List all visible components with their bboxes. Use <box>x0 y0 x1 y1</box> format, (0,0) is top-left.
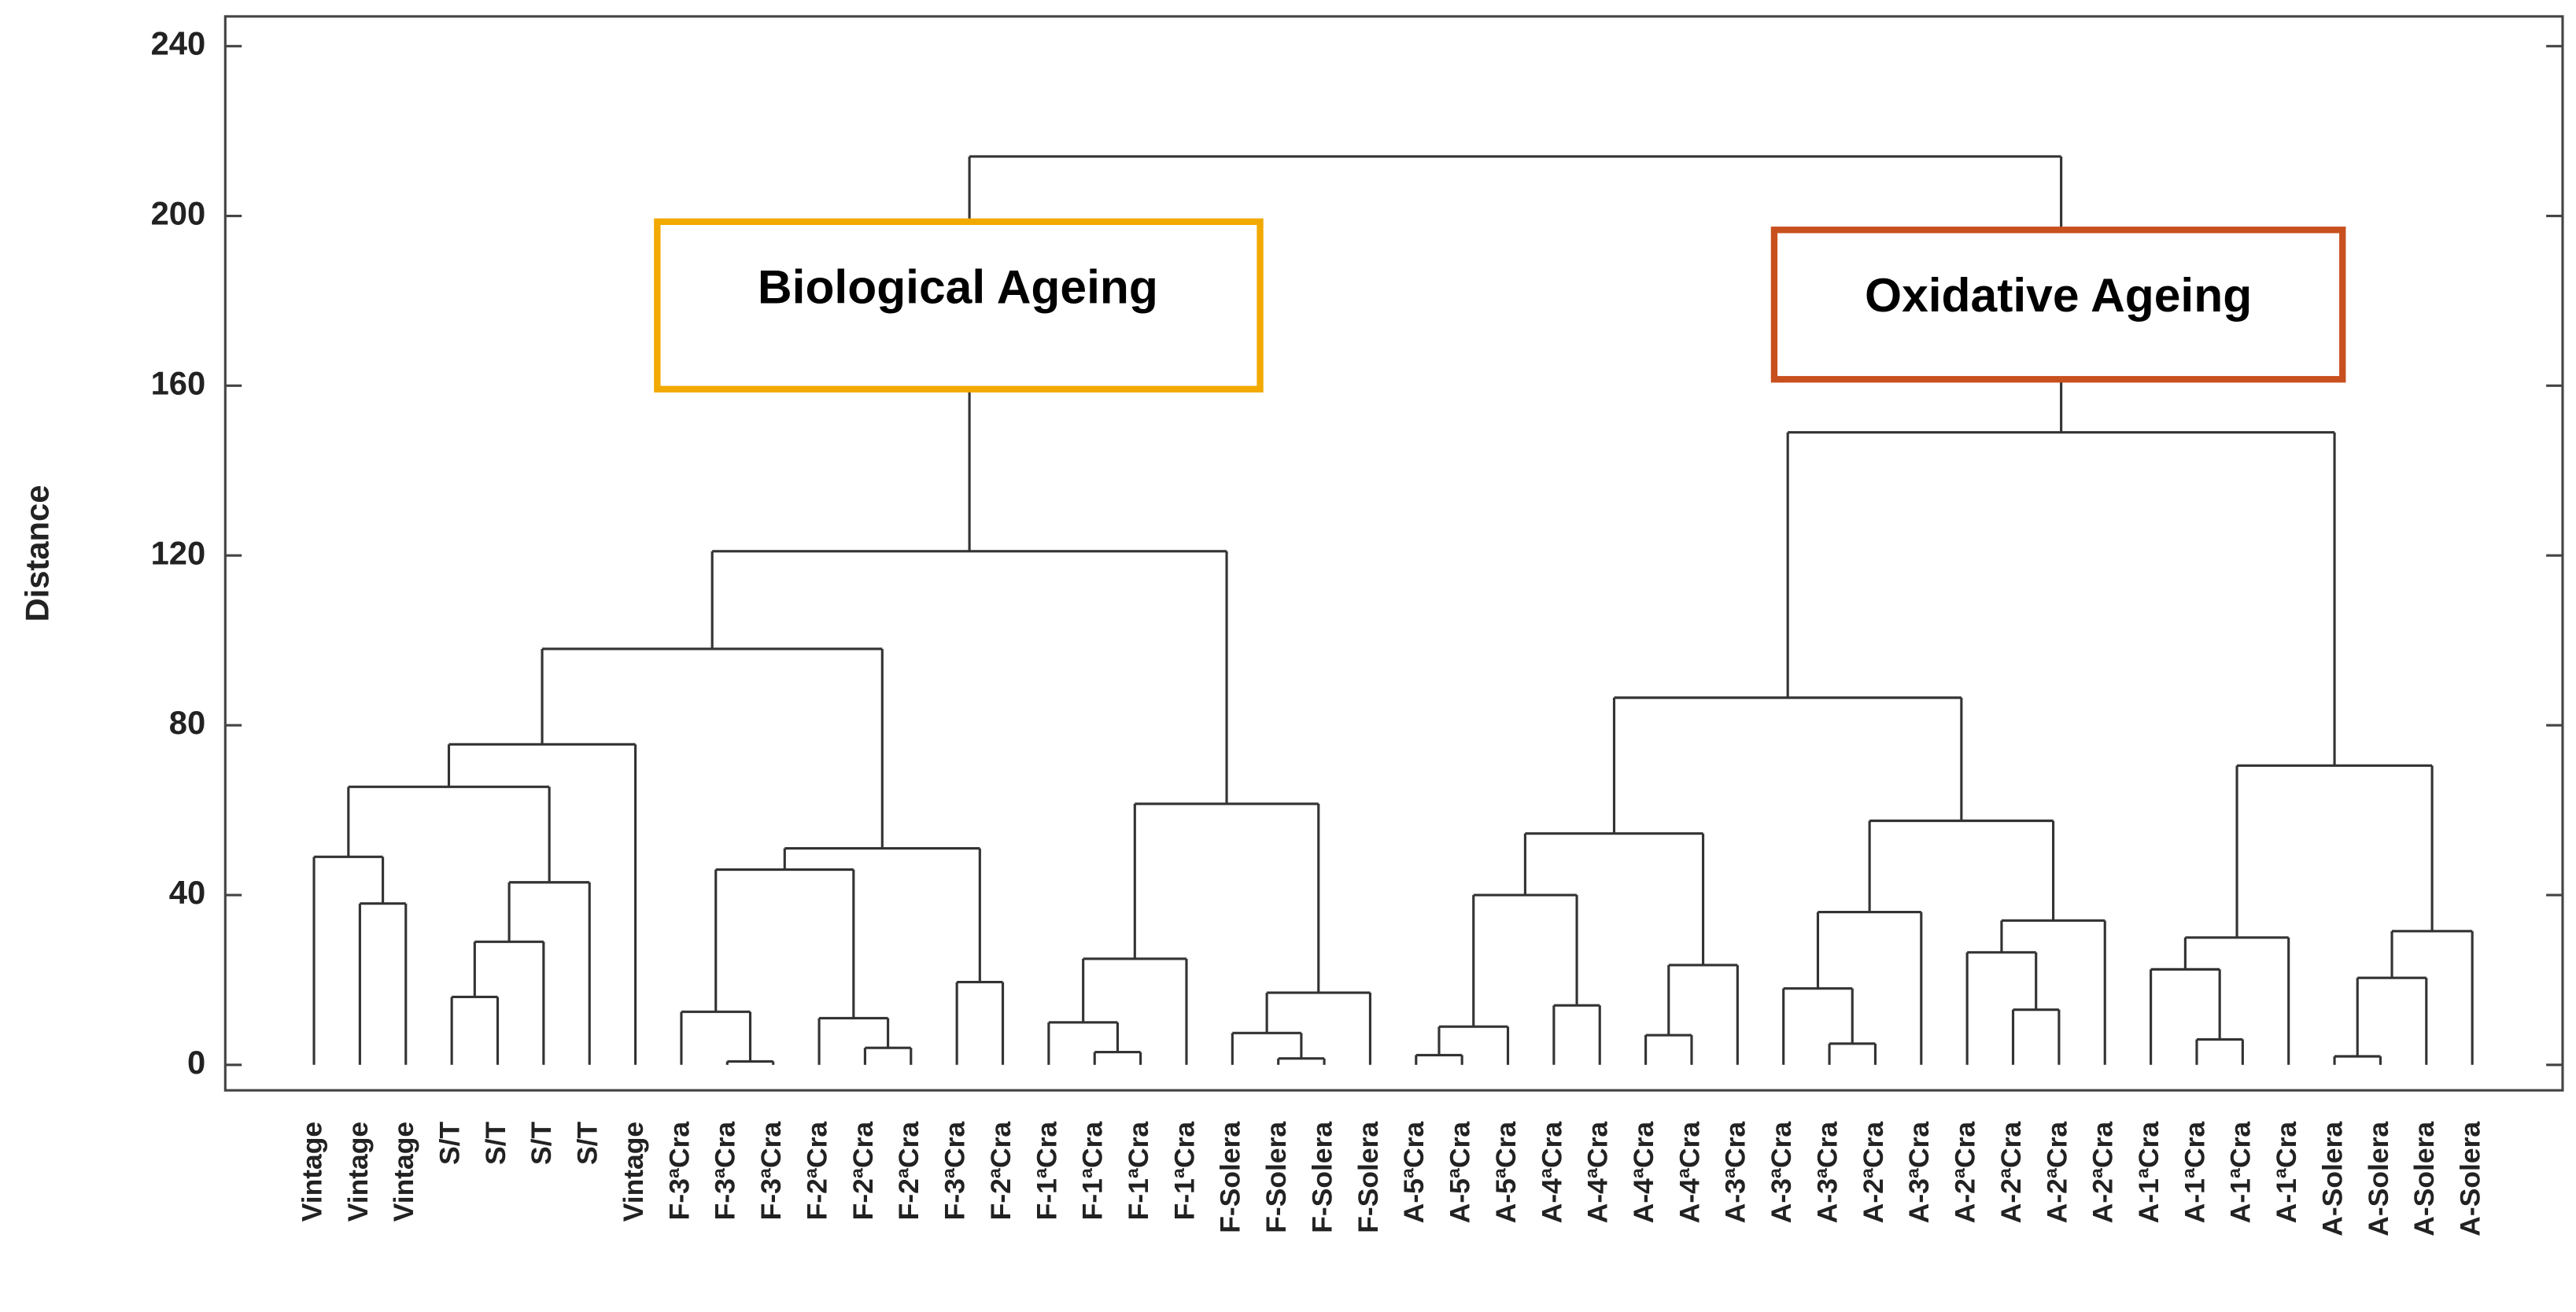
leaf-label: F-Solera <box>1306 1122 1338 1233</box>
y-tick-label: 120 <box>151 534 206 571</box>
leaf-label: A-Solera <box>2316 1122 2348 1236</box>
annotation-text: Biological Ageing <box>758 260 1158 314</box>
y-tick-label: 240 <box>151 25 206 62</box>
leaf-label: Vintage <box>296 1122 327 1222</box>
leaf-label: S/T <box>434 1122 466 1166</box>
annotation-box <box>654 218 1264 392</box>
leaf-label: F-1ªCra <box>1168 1122 1200 1221</box>
leaf-label: A-4ªCra <box>1628 1122 1659 1224</box>
leaf-label: S/T <box>480 1122 511 1166</box>
leaf-label: A-Solera <box>2455 1122 2486 1236</box>
leaf-label: A-4ªCra <box>1582 1122 1614 1224</box>
leaf-label: Vintage <box>618 1122 649 1222</box>
plot-frame <box>223 15 2564 1092</box>
leaf-label: S/T <box>526 1122 557 1166</box>
leaf-label: A-1ªCra <box>2179 1122 2210 1224</box>
leaf-label: F-2ªCra <box>985 1122 1017 1221</box>
y-tick-label: 0 <box>187 1044 205 1081</box>
leaf-label: A-5ªCra <box>1398 1122 1430 1224</box>
leaf-label: A-Solera <box>2363 1122 2394 1236</box>
annotation-box <box>1770 227 2346 383</box>
leaf-label: A-5ªCra <box>1445 1122 1476 1224</box>
leaf-label: S/T <box>572 1122 603 1166</box>
leaf-label: A-4ªCra <box>1536 1122 1567 1224</box>
y-tick-label: 200 <box>151 195 206 232</box>
leaf-label: Vintage <box>388 1122 419 1222</box>
leaf-label: F-2ªCra <box>801 1122 832 1221</box>
leaf-label: F-Solera <box>1260 1122 1292 1233</box>
leaf-label: F-2ªCra <box>893 1122 924 1221</box>
leaf-label: F-Solera <box>1353 1122 1384 1233</box>
leaf-label: F-1ªCra <box>1077 1122 1109 1221</box>
y-tick-label: 80 <box>169 704 205 741</box>
y-tick-label: 160 <box>151 364 206 401</box>
leaf-label: F-2ªCra <box>847 1122 879 1221</box>
leaf-label: A-1ªCra <box>2133 1122 2165 1224</box>
leaf-label: A-2ªCra <box>1995 1122 2027 1224</box>
leaf-label: F-1ªCra <box>1031 1122 1062 1221</box>
leaf-label: A-Solera <box>2408 1122 2440 1236</box>
leaf-label: A-3ªCra <box>1720 1122 1751 1224</box>
leaf-label: A-2ªCra <box>2041 1122 2072 1224</box>
leaf-label: F-1ªCra <box>1123 1122 1154 1221</box>
leaf-label: A-1ªCra <box>2271 1122 2302 1224</box>
leaf-label: F-3ªCra <box>710 1122 741 1221</box>
leaf-label: A-2ªCra <box>1858 1122 1889 1224</box>
leaf-label: A-3ªCra <box>1811 1122 1843 1224</box>
leaf-label: F-3ªCra <box>663 1122 695 1221</box>
y-axis-title: Distance <box>18 485 55 622</box>
annotation-text: Oxidative Ageing <box>1865 268 2252 322</box>
leaf-label: A-4ªCra <box>1674 1122 1705 1224</box>
leaf-label: A-1ªCra <box>2225 1122 2257 1224</box>
y-tick-label: 40 <box>169 874 205 911</box>
leaf-label: A-5ªCra <box>1490 1122 1522 1224</box>
leaf-label: Vintage <box>342 1122 374 1222</box>
leaf-label: A-3ªCra <box>1903 1122 1935 1224</box>
leaf-label: F-Solera <box>1215 1122 1246 1233</box>
leaf-label: F-3ªCra <box>755 1122 787 1221</box>
leaf-label: F-3ªCra <box>939 1122 971 1221</box>
leaf-label: A-3ªCra <box>1766 1122 1797 1224</box>
leaf-label: A-2ªCra <box>1950 1122 1981 1224</box>
leaf-label: A-2ªCra <box>2087 1122 2119 1224</box>
